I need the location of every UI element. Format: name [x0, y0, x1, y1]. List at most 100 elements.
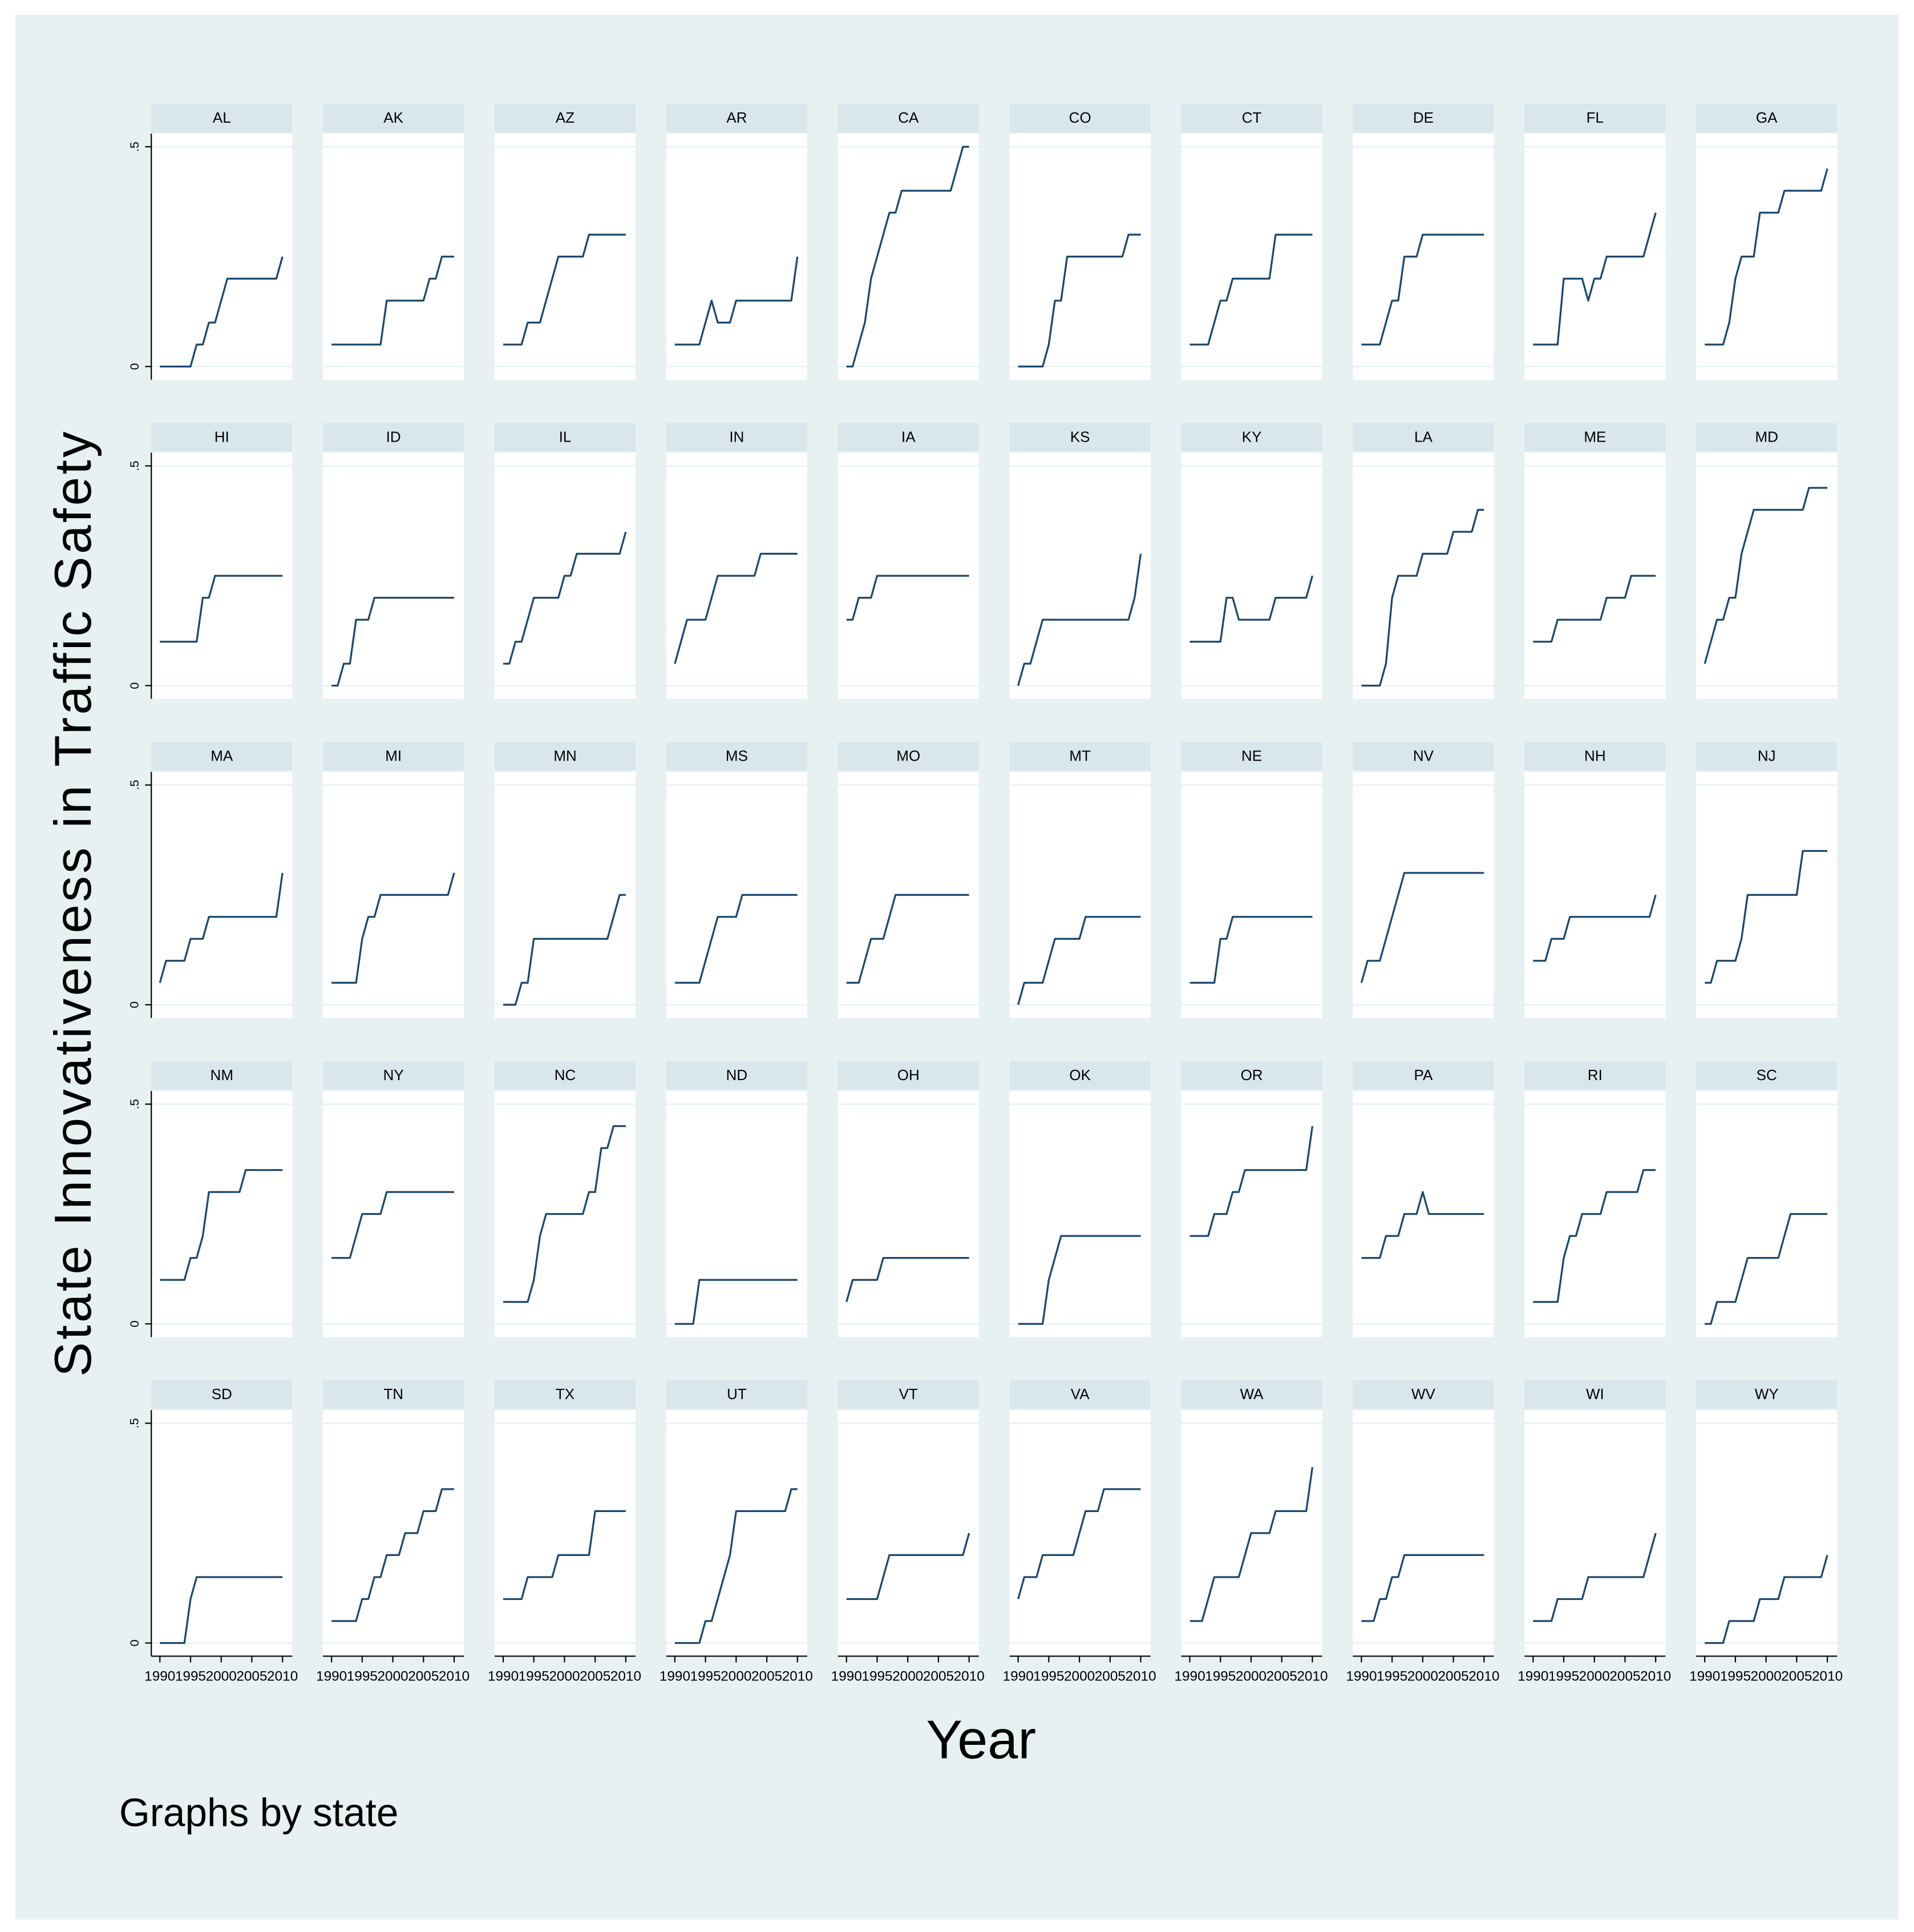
panel-strip	[151, 1380, 293, 1409]
x-tick-label: 1990	[488, 1669, 519, 1684]
panel-strip	[1009, 1061, 1151, 1090]
series-line	[160, 1169, 283, 1281]
x-tick-label: 1990	[831, 1669, 862, 1684]
series-line	[1533, 212, 1657, 346]
plot-area	[323, 1410, 464, 1656]
plot-area	[494, 1410, 636, 1656]
panel-strip	[323, 1061, 464, 1090]
note: Graphs by state	[119, 1790, 399, 1835]
panel-strip	[323, 1380, 464, 1409]
panel-strip	[1181, 1380, 1322, 1409]
series-line	[1361, 233, 1484, 346]
plot-area	[666, 1410, 807, 1656]
series-line	[160, 256, 284, 368]
x-tick-label: 2000	[377, 1669, 408, 1684]
plot-area	[151, 1090, 293, 1337]
plot-area	[323, 1090, 464, 1337]
x-tick-label: 2010	[610, 1669, 641, 1684]
panel-title: AL	[213, 109, 231, 126]
series-line	[846, 575, 969, 621]
x-tick-label: 2010	[1297, 1669, 1328, 1684]
series-line	[674, 1279, 798, 1325]
series-line	[1018, 233, 1141, 368]
panel-title: AZ	[556, 109, 574, 126]
series-line	[846, 1533, 970, 1600]
plot-area	[1181, 452, 1322, 699]
series-line	[1360, 872, 1484, 983]
panel-strip	[1181, 104, 1322, 132]
plot-area	[666, 134, 807, 380]
x-tick-label: 2005	[1609, 1669, 1640, 1684]
x-tick-label: 1995	[1720, 1669, 1751, 1684]
x-tick-label: 1995	[690, 1669, 721, 1684]
x-tick-label: 2010	[954, 1669, 985, 1684]
plot-area	[1353, 452, 1494, 699]
panel-strip	[1009, 423, 1151, 452]
x-tick-label: 1990	[144, 1669, 175, 1684]
x-tick-label: 1990	[1346, 1669, 1377, 1684]
panel-title: KY	[1242, 428, 1262, 445]
series-line	[160, 575, 283, 643]
series-line	[159, 872, 284, 983]
series-line	[503, 233, 626, 346]
x-tick-label: 2005	[1266, 1669, 1297, 1684]
plot-area	[1353, 134, 1494, 380]
panel-title: MS	[726, 747, 748, 765]
panel-title: OR	[1241, 1066, 1263, 1084]
series-line	[1361, 1191, 1484, 1259]
panel-strip	[1009, 104, 1151, 132]
x-tick-label: 2010	[1812, 1669, 1843, 1684]
x-tick-label: 1995	[519, 1669, 549, 1684]
panel-strip	[151, 1061, 293, 1090]
series-line	[1361, 508, 1484, 687]
panel-title: ND	[726, 1066, 748, 1084]
x-tick-label: 2010	[1125, 1669, 1156, 1684]
x-tick-label: 2000	[1579, 1669, 1610, 1684]
series-line	[846, 894, 969, 984]
panel-title: MO	[896, 747, 920, 765]
x-tick-label: 2000	[1407, 1669, 1438, 1684]
panel-strip	[837, 1061, 979, 1090]
plot-area	[666, 1090, 807, 1337]
panel-strip	[1353, 104, 1494, 132]
series-line	[331, 596, 455, 687]
panel-strip	[1524, 104, 1666, 132]
panel-title: NC	[555, 1066, 576, 1084]
panel-strip	[1696, 742, 1838, 771]
x-axis-title: Year	[926, 1710, 1036, 1771]
plot-area	[1181, 1090, 1322, 1337]
x-tick-label: 2000	[721, 1669, 751, 1684]
panel-title: IN	[729, 428, 744, 445]
x-tick-label: 2005	[236, 1669, 267, 1684]
panel-title: NJ	[1758, 747, 1776, 765]
panel-title: AR	[726, 109, 747, 126]
panel-title: ME	[1584, 428, 1606, 445]
series-line	[1703, 487, 1828, 664]
panel-strip	[1524, 742, 1666, 771]
panel-title: WI	[1586, 1385, 1604, 1402]
panel-strip	[1696, 423, 1838, 452]
series-line	[331, 872, 455, 984]
x-tick-label: 2000	[549, 1669, 580, 1684]
series-line	[1189, 1126, 1314, 1237]
panel-title: NH	[1584, 747, 1606, 765]
series-line	[1189, 916, 1313, 984]
x-tick-label: 2010	[782, 1669, 813, 1684]
series-line	[1705, 1213, 1828, 1325]
panel-title: VA	[1071, 1385, 1090, 1402]
plot-area	[151, 134, 293, 380]
y-tick-label: .5	[127, 1099, 141, 1109]
y-tick-label: .5	[127, 460, 141, 471]
x-tick-label: 2010	[439, 1669, 470, 1684]
panel-strip	[1524, 423, 1666, 452]
panel-title: NM	[211, 1066, 233, 1084]
panel-strip	[1353, 1061, 1494, 1090]
x-tick-label: 2010	[1468, 1669, 1499, 1684]
panel-title: PA	[1414, 1066, 1433, 1084]
x-tick-label: 1995	[347, 1669, 378, 1684]
x-tick-label: 2000	[1751, 1669, 1782, 1684]
series-line	[1018, 1235, 1141, 1325]
series-line	[1361, 1554, 1484, 1622]
x-tick-label: 2005	[580, 1669, 610, 1684]
plot-area	[1181, 134, 1322, 380]
